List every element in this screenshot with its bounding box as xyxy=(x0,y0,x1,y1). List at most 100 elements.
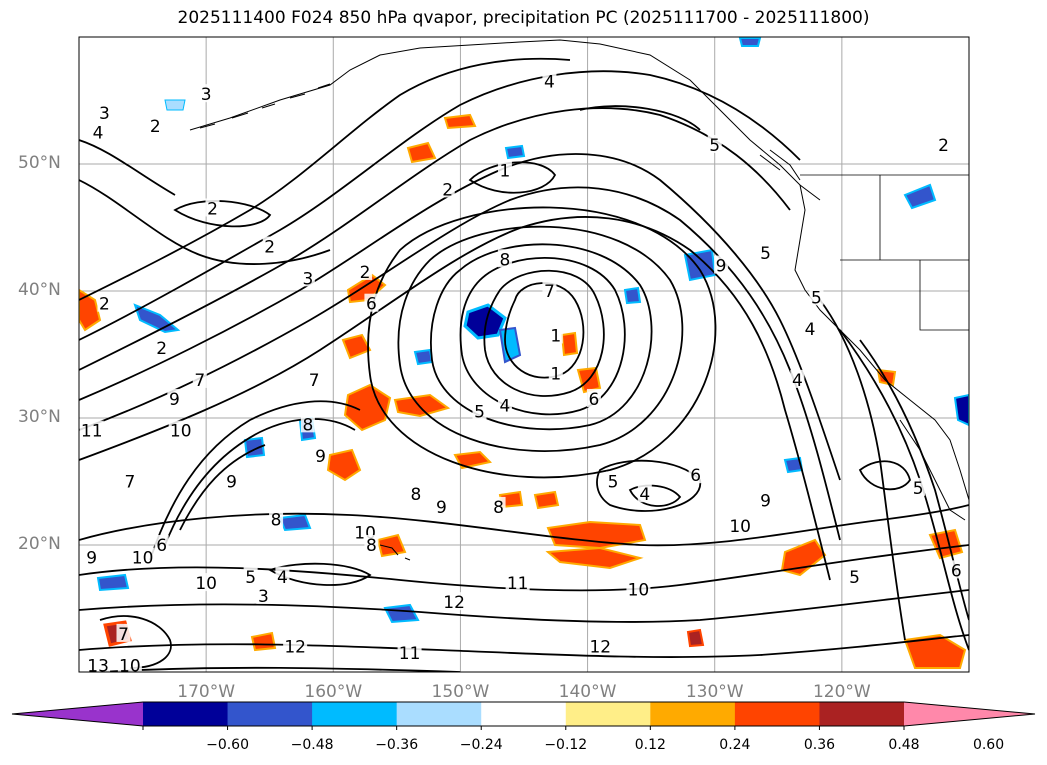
contour-label: 4 xyxy=(500,396,511,416)
contour-label: 7 xyxy=(194,371,205,391)
precip-patch xyxy=(278,513,312,532)
contour-label-bg xyxy=(397,642,422,661)
contour-label: 3 xyxy=(99,104,110,124)
contour-label-bg xyxy=(606,471,620,490)
precip-patch xyxy=(546,520,647,550)
contour-label-bg xyxy=(803,319,818,338)
contour-label: 10 xyxy=(170,422,192,442)
colorbar-outline xyxy=(11,701,1036,727)
contour-line xyxy=(579,105,701,131)
precip-patch xyxy=(326,448,362,482)
contour-label: 3 xyxy=(258,587,269,607)
precipitation-shading xyxy=(79,37,969,669)
contour-label-bg xyxy=(936,134,951,153)
contour-label: 1 xyxy=(550,365,561,385)
contour-label: 2 xyxy=(442,180,453,200)
contour-label: 2 xyxy=(150,117,161,137)
contour-label: 5 xyxy=(474,403,485,423)
contour-label: 9 xyxy=(226,473,237,493)
precip-patch xyxy=(953,393,969,427)
contour-label: 12 xyxy=(443,593,465,613)
contour-label: 3 xyxy=(201,85,212,105)
colorbar-swatch xyxy=(650,702,736,726)
precip-patch xyxy=(738,37,762,47)
contour-label: 10 xyxy=(628,580,650,600)
contour-label-bg xyxy=(637,484,652,503)
contour-label: 4 xyxy=(277,568,288,588)
precip-patch xyxy=(780,538,827,577)
contour-label-bg xyxy=(542,281,557,299)
contour-label-bg xyxy=(949,560,964,579)
contour-label-bg xyxy=(91,122,106,141)
contour-label: 2 xyxy=(99,295,110,315)
contour-label: 8 xyxy=(493,498,504,518)
contour-label: 5 xyxy=(913,479,924,499)
contour-label-bg xyxy=(154,535,169,553)
colorbar-label: −0.24 xyxy=(459,737,503,753)
contour-label: 5 xyxy=(760,244,771,264)
contour-label-bg xyxy=(224,471,239,490)
contour-line xyxy=(483,269,605,397)
contour-label: 8 xyxy=(366,536,377,556)
coastline-bc-islands xyxy=(759,149,801,181)
contour-label: 8 xyxy=(500,250,511,270)
contour-label: 9 xyxy=(315,447,326,467)
contour-label-bg xyxy=(542,71,557,90)
contour-label-bg xyxy=(116,623,131,642)
contour-label-bg xyxy=(505,573,530,592)
contour-label: 7 xyxy=(118,625,129,645)
contour-line xyxy=(468,161,557,194)
contour-label: 13 xyxy=(87,657,109,677)
contour-label-bg xyxy=(548,325,563,344)
map-background xyxy=(79,37,969,672)
contour-label: 6 xyxy=(951,561,962,581)
contour-line xyxy=(79,504,969,547)
precip-patch xyxy=(164,99,186,111)
contour-label: 10 xyxy=(132,549,154,569)
contour-label-bg xyxy=(358,261,373,280)
contour-label-bg xyxy=(758,242,773,261)
contour-label-bg xyxy=(307,369,322,388)
contour-label-bg xyxy=(728,515,753,534)
contour-label: 11 xyxy=(507,574,529,594)
contour-label: 6 xyxy=(156,536,167,556)
contour-label-bg xyxy=(434,496,449,515)
contour-label-bg xyxy=(364,535,379,553)
contour-label-bg xyxy=(714,255,729,274)
contour-line xyxy=(79,153,841,481)
contour-label: 2 xyxy=(264,238,275,258)
contour-label-bg xyxy=(300,268,315,287)
longitude-label: 150°W xyxy=(431,682,490,702)
contour-label-bg xyxy=(758,490,773,509)
contour-label-bg xyxy=(199,84,214,103)
colorbar-swatch xyxy=(396,702,482,726)
contour-line xyxy=(819,299,906,641)
contour-label-bg xyxy=(707,134,722,153)
contour-label-bg xyxy=(688,465,703,484)
contour-label-bg xyxy=(205,198,220,217)
latitude-label: 50°N xyxy=(18,153,61,173)
map-title: 2025111400 F024 850 hPa qvapor, precipit… xyxy=(177,8,870,28)
contour-label: 9 xyxy=(716,257,727,277)
contour-line xyxy=(79,634,969,658)
contour-label: 9 xyxy=(86,549,97,569)
precip-patch xyxy=(560,331,579,357)
contour-line xyxy=(79,179,331,265)
contour-label: 1 xyxy=(550,326,561,346)
contour-label-bg xyxy=(97,293,112,312)
colorbar-label: 0.24 xyxy=(719,737,751,753)
precip-patch xyxy=(413,348,434,366)
contour-label: 3 xyxy=(302,269,313,289)
contour-label-bg xyxy=(243,566,258,585)
coastline-baja xyxy=(899,419,966,521)
contour-label: 11 xyxy=(81,422,103,442)
contour-label: 2 xyxy=(360,263,371,283)
contour-label: 5 xyxy=(608,473,619,493)
contour-label: 4 xyxy=(805,320,816,340)
colorbar-swatch xyxy=(227,702,313,726)
colorbar-label: −0.60 xyxy=(206,737,249,753)
contour-label-bg xyxy=(275,566,290,585)
latitude-label: 30°N xyxy=(18,407,61,427)
